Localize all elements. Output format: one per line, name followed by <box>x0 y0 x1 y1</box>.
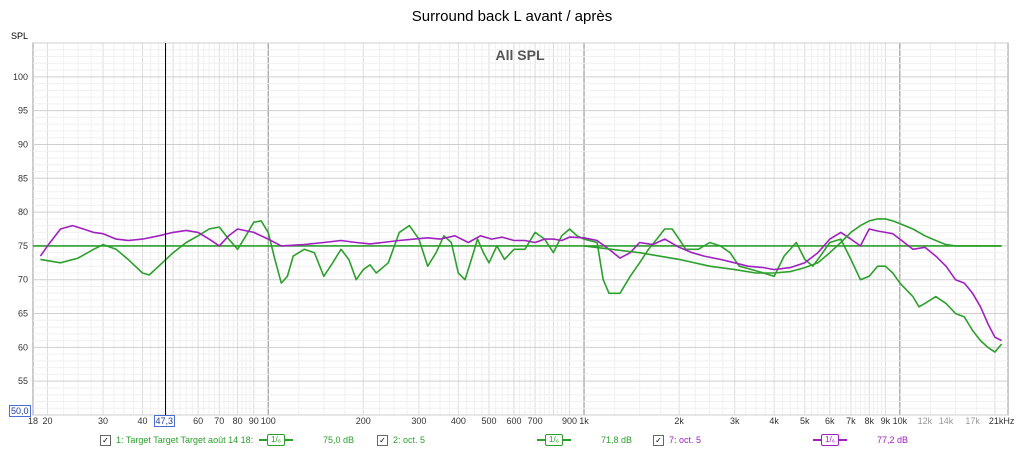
x-tick-label: 600 <box>506 416 521 426</box>
smoothing-button-1[interactable]: 1/₆ <box>267 434 286 446</box>
chart-title: Surround back L avant / après <box>412 8 612 25</box>
x-tick-label: 12k <box>918 416 933 426</box>
frequency-response-chart: Surround back L avant / après SPL 100 95 9… <box>11 8 1015 426</box>
x-tick-label: 9k <box>881 416 891 426</box>
x-tick-label: 2k <box>674 416 684 426</box>
x-tick-label: 30 <box>98 416 108 426</box>
x-tick-label: 3k <box>730 416 740 426</box>
x-tick-label: 80 <box>233 416 243 426</box>
x-tick-label: 10k <box>893 416 908 426</box>
smoothing-button-2[interactable]: 1/₆ <box>545 434 563 446</box>
y-tick-label: 65 <box>18 309 28 319</box>
y-tick-labels: 100 95 90 85 80 75 70 65 60 55 <box>13 72 28 386</box>
x-tick-label: 1k <box>579 416 589 426</box>
x-tick-label: 8k <box>864 416 874 426</box>
y-tick-label: 55 <box>18 376 28 386</box>
y-tick-label: 70 <box>18 275 28 285</box>
series-lines <box>33 218 1003 353</box>
y-tick-label: 95 <box>18 106 28 116</box>
legend-item-1[interactable]: ✓ 1: Target Target Target août 14 18: 1/… <box>100 431 354 449</box>
x-tick-label: 17k <box>965 416 980 426</box>
x-tick-label: 4k <box>769 416 779 426</box>
x-tick-label: 70 <box>214 416 224 426</box>
y-axis-label: SPL <box>11 31 28 41</box>
legend-line-sample-3: 1/₆ <box>813 434 847 446</box>
chart-subtitle: All SPL <box>495 47 544 63</box>
grid-lines <box>33 42 1008 416</box>
x-tick-label: 18 <box>28 416 38 426</box>
legend-label-1: 1: Target Target Target août 14 18: <box>116 435 254 445</box>
y-min-value-box[interactable]: 50,0 <box>9 405 31 417</box>
x-tick-label: 7k <box>846 416 856 426</box>
y-tick-label: 80 <box>18 207 28 217</box>
series-line-4 <box>583 218 1002 274</box>
legend-label-2: 2: oct. 5 <box>393 435 426 445</box>
x-tick-label: 700 <box>528 416 543 426</box>
legend-item-2[interactable]: ✓ 2: oct. 5 1/₆ 71,8 dB <box>377 431 632 449</box>
x-tick-label: 60 <box>193 416 203 426</box>
y-tick-label: 85 <box>18 173 28 183</box>
x-tick-label: 5k <box>800 416 810 426</box>
y-tick-label: 60 <box>18 342 28 352</box>
legend-checkbox-2[interactable]: ✓ <box>377 434 388 446</box>
x-tick-label: 14k <box>939 416 954 426</box>
x-tick-label: 200 <box>356 416 371 426</box>
legend-level-3: 77,2 dB <box>876 435 908 445</box>
y-tick-label: 100 <box>13 72 28 82</box>
y-tick-label: 90 <box>18 139 28 149</box>
smoothing-button-3[interactable]: 1/₆ <box>821 434 839 446</box>
legend-label-3: 7: oct. 5 <box>669 435 702 445</box>
cursor-frequency-box[interactable]: 47,3 <box>153 415 176 427</box>
x-tick-labels: 18 20 30 40 60 70 80 90 100 200 300 400 500 600 700 900… <box>28 416 1015 426</box>
x-tick-label: 300 <box>411 416 426 426</box>
x-tick-label: 100 <box>261 416 276 426</box>
legend-level-1: 75,0 dB <box>323 435 355 445</box>
legend-item-3[interactable]: ✓ 7: oct. 5 1/₆ 77,2 dB <box>653 431 908 449</box>
legend-checkbox-3[interactable]: ✓ <box>653 434 664 446</box>
x-tick-label: 500 <box>481 416 496 426</box>
y-tick-label: 75 <box>18 241 28 251</box>
legend-checkbox-1[interactable]: ✓ <box>100 434 111 446</box>
x-tick-label: 900 <box>562 416 577 426</box>
x-tick-label: 40 <box>138 416 148 426</box>
x-tick-label: 90 <box>249 416 259 426</box>
plot-area[interactable] <box>32 42 1009 416</box>
x-tick-label: 6k <box>825 416 835 426</box>
legend-line-sample-2: 1/₆ <box>537 434 571 446</box>
x-tick-label: 400 <box>451 416 466 426</box>
series-line-3 <box>39 224 1002 342</box>
x-tick-label: 21kHz <box>989 416 1015 426</box>
legend-level-2: 71,8 dB <box>600 435 632 445</box>
x-tick-label: 20 <box>42 416 52 426</box>
legend-line-sample-1: 1/₆ <box>259 434 294 446</box>
